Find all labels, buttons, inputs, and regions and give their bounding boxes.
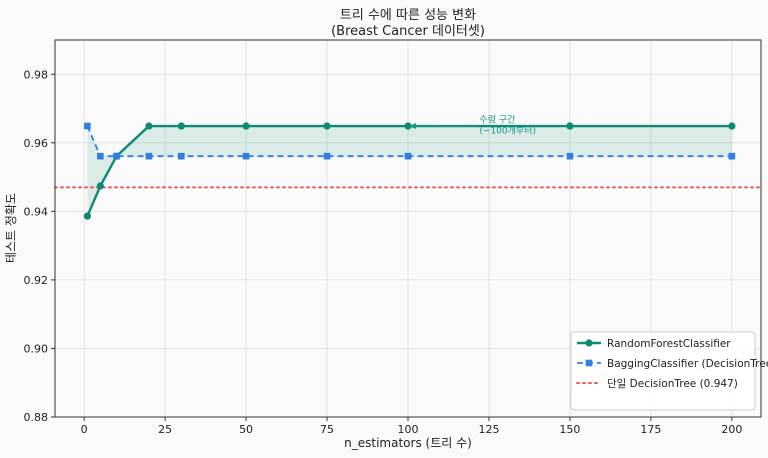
- data-point-rf: [83, 212, 91, 220]
- data-point-rf: [177, 122, 185, 130]
- annotation-arrow-head: [409, 123, 416, 130]
- data-point-rf: [404, 122, 412, 130]
- annotation-group: 수렴 구간 (~100개부터): [409, 113, 536, 136]
- series-markers: [83, 122, 736, 220]
- legend-marker-rf: [585, 339, 593, 347]
- legend-label-decision-tree: 단일 DecisionTree (0.947): [607, 377, 738, 390]
- y-tick-label: 0.94: [24, 205, 49, 218]
- data-point-bagging: [728, 152, 736, 160]
- x-tick-label: 200: [721, 423, 742, 436]
- x-tick-label: 125: [478, 423, 499, 436]
- chart-subtitle: (Breast Cancer 데이터셋): [331, 24, 485, 39]
- y-tick-label: 0.96: [24, 137, 49, 150]
- x-tick-label: 100: [398, 423, 419, 436]
- series-line-rf: [86, 124, 732, 217]
- data-point-rf: [96, 182, 104, 190]
- x-ticks: 0 25 50 75 100 125 150 175 200: [81, 417, 742, 436]
- data-point-bagging: [323, 152, 331, 160]
- legend: RandomForestClassifier BaggingClassifier…: [570, 331, 768, 411]
- x-tick-label: 0: [81, 423, 88, 436]
- data-point-bagging: [566, 152, 574, 160]
- data-point-rf: [323, 122, 331, 130]
- y-tick-label: 0.98: [24, 68, 49, 81]
- data-point-rf: [566, 122, 574, 130]
- y-axis-label: 테스트 정확도: [4, 193, 18, 263]
- data-point-bagging: [97, 152, 104, 160]
- data-point-bagging: [84, 122, 91, 130]
- y-tick-label: 0.88: [24, 411, 49, 424]
- series-line-bagging: [86, 125, 732, 158]
- x-tick-label: 150: [559, 423, 580, 436]
- fill-between-area: [87, 126, 732, 217]
- legend-label-rf: RandomForestClassifier: [607, 338, 731, 350]
- fill-between: [87, 126, 732, 217]
- x-axis-label: n_estimators (트리 수): [344, 436, 472, 450]
- data-point-rf: [145, 122, 153, 130]
- legend-marker-bagging: [585, 359, 593, 367]
- annotation-line2: (~100개부터): [479, 125, 536, 136]
- x-tick-label: 25: [158, 423, 172, 436]
- annotation-line1: 수렴 구간: [479, 113, 515, 125]
- legend-items: [576, 339, 602, 384]
- data-point-rf: [728, 122, 736, 130]
- x-tick-label: 50: [239, 423, 253, 436]
- legend-label-bagging: BaggingClassifier (DecisionTree): [607, 358, 768, 370]
- data-point-bagging: [178, 152, 185, 160]
- data-point-bagging: [113, 152, 120, 160]
- chart-title: 트리 수에 따른 성능 변화: [340, 8, 476, 23]
- data-point-bagging: [404, 152, 412, 160]
- x-tick-label: 75: [320, 423, 334, 436]
- data-point-bagging: [145, 152, 153, 160]
- data-point-rf: [242, 122, 250, 130]
- y-tick-label: 0.92: [24, 274, 49, 287]
- series-lines: [86, 124, 732, 217]
- y-tick-label: 0.90: [24, 342, 49, 355]
- y-ticks: 0.88 0.90 0.92 0.94 0.96 0.98: [24, 68, 55, 424]
- x-tick-label: 175: [640, 423, 661, 436]
- legend-box: [570, 331, 756, 411]
- data-point-bagging: [242, 152, 250, 160]
